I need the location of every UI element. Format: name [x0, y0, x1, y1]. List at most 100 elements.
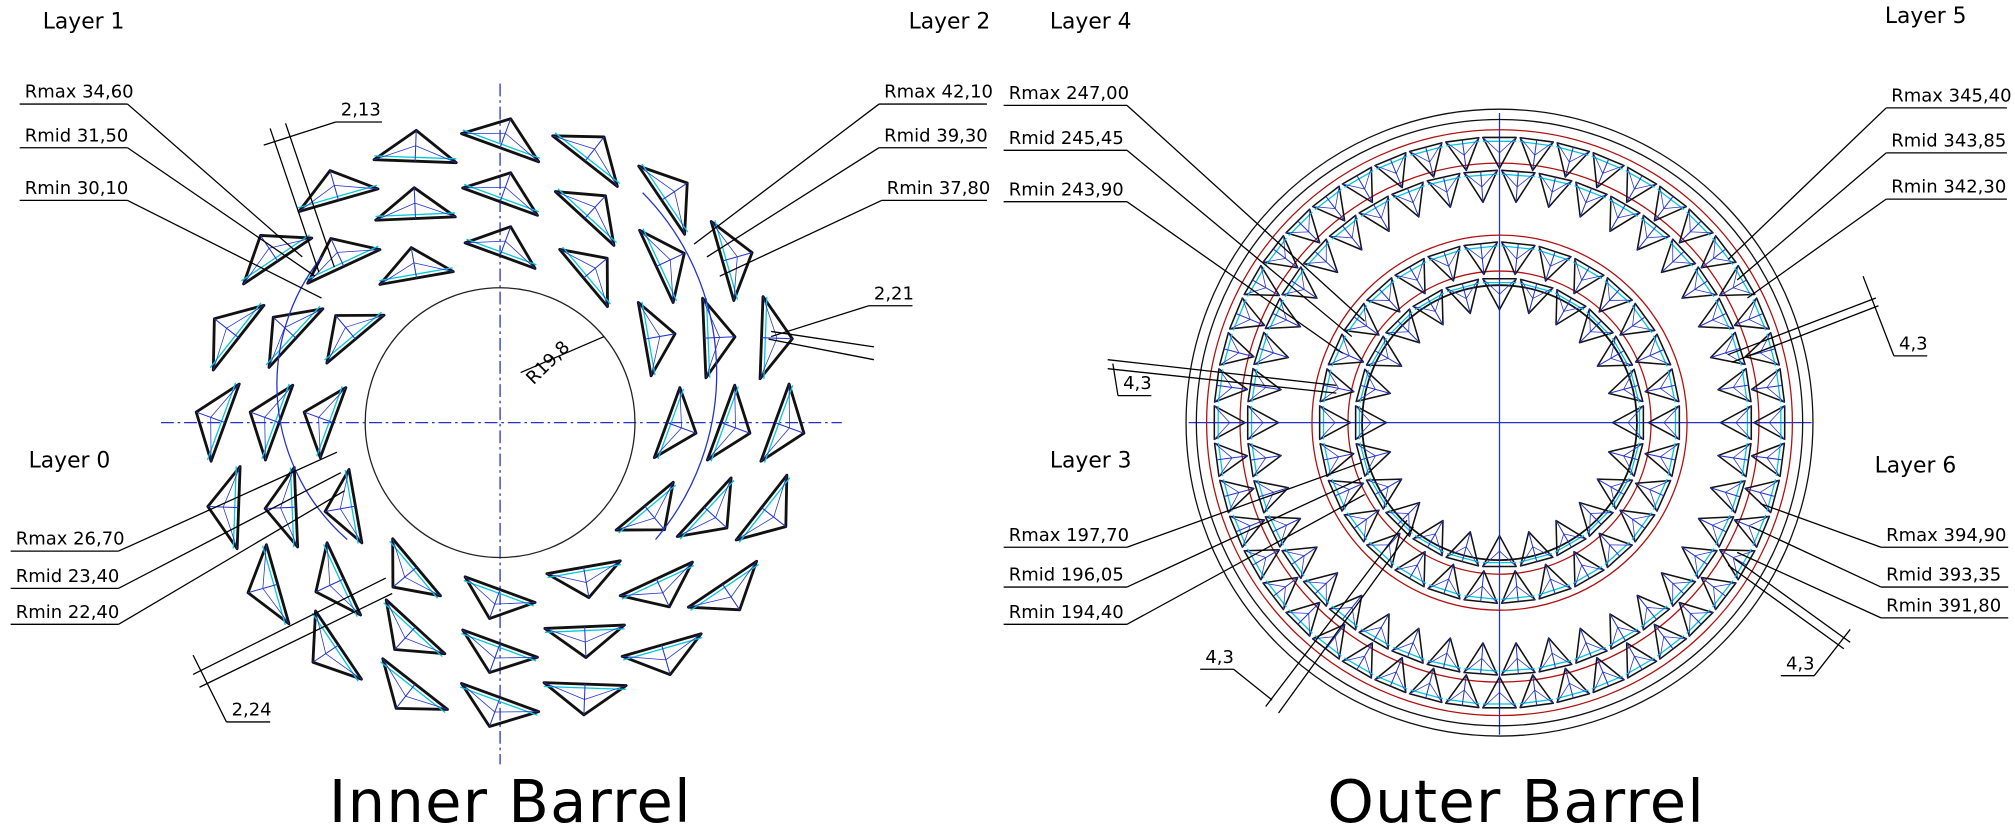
line — [1248, 444, 1266, 458]
layer-label: Layer 6 — [1875, 454, 1957, 479]
radius-label: R19,8 — [522, 337, 574, 389]
line — [1352, 215, 1355, 237]
stave — [248, 545, 289, 624]
line — [1304, 262, 1327, 264]
line — [771, 306, 869, 337]
line — [1769, 406, 1784, 423]
line — [1607, 278, 1609, 301]
layer-label: Layer 0 — [29, 449, 111, 474]
layer-label: Layer 3 — [1050, 449, 1132, 474]
dimension-label: Rmid 343,85 — [1891, 130, 2006, 151]
dimension-label: Rmin 194,40 — [1009, 602, 1124, 623]
line — [1234, 669, 1273, 700]
line — [1643, 215, 1646, 237]
line — [1309, 209, 1310, 232]
layer-label: Layer 2 — [909, 9, 991, 34]
stave — [1576, 628, 1607, 663]
line — [1664, 423, 1679, 440]
line — [1863, 276, 1894, 356]
line — [1733, 444, 1751, 458]
line — [128, 148, 316, 276]
dimension-label: Rmax 42,10 — [884, 82, 993, 103]
line — [1589, 309, 1590, 332]
dimension-label: 2,24 — [232, 700, 272, 721]
stave — [393, 539, 441, 596]
stave — [639, 166, 688, 234]
line — [119, 491, 345, 625]
stave — [244, 235, 312, 284]
line — [1214, 406, 1229, 423]
line — [1590, 513, 1613, 514]
dimension-label: Rmid 393,35 — [1886, 565, 2001, 586]
line — [1500, 137, 1517, 152]
page: Inner Barrel Outer Barrel Layer 0 Layer … — [0, 0, 2015, 826]
dimension-label: 4,3 — [1899, 333, 1928, 354]
line — [193, 655, 226, 722]
line — [1248, 423, 1263, 440]
line — [1483, 137, 1500, 152]
dimension-label: Rmax 197,70 — [1009, 525, 1129, 546]
line — [694, 104, 879, 244]
line — [1502, 170, 1518, 187]
line — [1127, 202, 1343, 354]
line — [1386, 513, 1409, 514]
line — [1690, 232, 1713, 233]
line — [720, 200, 882, 276]
line — [1690, 612, 1713, 613]
line — [707, 148, 879, 257]
dimension-label: Rmin 30,10 — [25, 178, 129, 199]
stave — [1637, 595, 1669, 630]
line — [1767, 387, 1784, 402]
line — [193, 578, 386, 674]
line — [736, 517, 773, 540]
line — [1737, 552, 1881, 618]
dimension-label: Rmid 39,30 — [884, 125, 988, 146]
line — [1728, 108, 1886, 260]
dimension-label: Rmid 23,40 — [16, 566, 120, 587]
dimension-label: Rmax 26,70 — [16, 529, 125, 550]
line — [326, 654, 362, 679]
dimension-label: Rmid 31,50 — [25, 125, 129, 146]
line — [1464, 138, 1479, 155]
drawing: Inner Barrel Outer Barrel Layer 0 Layer … — [0, 0, 2015, 826]
line — [1664, 406, 1679, 423]
dimension-label: Rmid 245,45 — [1009, 128, 1124, 149]
stave — [1313, 186, 1345, 221]
line — [1127, 478, 1362, 587]
line — [1590, 332, 1613, 333]
line — [1736, 423, 1751, 440]
line — [1389, 278, 1391, 301]
line — [1482, 658, 1498, 675]
dimension-label: 2,21 — [874, 283, 914, 304]
dimension-label: Rmax 394,90 — [1886, 525, 2006, 546]
dimension-label: Rmin 391,80 — [1886, 595, 2001, 616]
line — [128, 104, 303, 257]
line — [1673, 582, 1696, 584]
stave — [640, 230, 685, 302]
dimension-label: 4,3 — [1786, 653, 1815, 674]
dimension-label: 2,13 — [341, 100, 381, 121]
stave — [316, 543, 361, 615]
stave — [383, 659, 448, 710]
line — [1464, 690, 1479, 707]
stave — [1263, 236, 1298, 268]
line — [199, 593, 392, 687]
line — [1127, 462, 1362, 547]
line — [1689, 209, 1690, 232]
stave — [622, 634, 701, 675]
line — [1113, 364, 1118, 396]
line — [1673, 262, 1696, 264]
line — [1409, 309, 1410, 332]
line — [1482, 170, 1498, 187]
stave — [555, 192, 614, 246]
line — [1589, 513, 1590, 536]
stave — [1392, 182, 1423, 217]
stave — [1313, 624, 1345, 659]
line — [595, 149, 618, 186]
dimension-label: 4,3 — [1123, 373, 1152, 394]
line — [1735, 559, 1851, 642]
title: Outer Barrel — [1327, 767, 1705, 826]
line — [1737, 153, 1886, 280]
dimension-label: Rmin 342,30 — [1891, 177, 2006, 198]
line — [1286, 232, 1309, 233]
